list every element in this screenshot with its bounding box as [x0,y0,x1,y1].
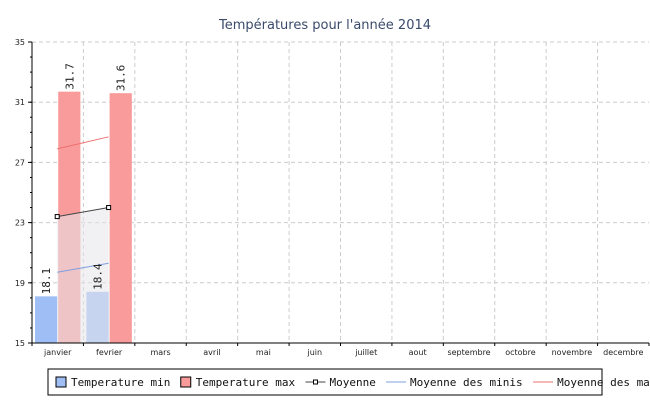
y-axis-labels: 15 19 23 27 31 35 [15,38,25,348]
series-line [57,262,109,273]
series-line [57,207,109,218]
legend-label: Temperature max [196,376,296,389]
y-tick-label: 31 [15,98,25,107]
x-tick-label: mai [256,348,271,357]
average-lines [54,136,112,343]
x-tick-label: septembre [447,348,490,357]
y-tick-label: 27 [15,158,25,167]
x-tick-label: avril [203,348,220,357]
x-tick-label: decembre [603,348,643,357]
data-labels: 18.1 18.4 31.7 31.6 [40,63,128,294]
bar [35,296,58,343]
y-tick-label: 23 [15,219,25,228]
legend-swatch [55,376,67,388]
x-axis-labels: janvier fevrier mars avril mai juin juillet aou… [43,348,643,357]
legend-label: Moyenne [330,376,376,389]
x-tick-label: janvier [43,348,72,357]
x-tick-label: aout [409,348,427,357]
legend-label: Temperature min [71,376,170,389]
series-line [57,136,109,150]
point-marker [106,205,112,211]
y-tick-label: 19 [15,279,25,288]
bar-value-label: 18.4 [92,263,105,290]
x-tick-label: juin [306,348,322,357]
x-tick-label: octobre [505,348,536,357]
x-tick-label: juillet [354,348,377,357]
chart-title: Températures pour l'année 2014 [218,18,431,33]
x-tick-label: novembre [552,348,593,357]
legend-label: Moyenne des maxis [557,376,650,389]
grid [32,41,649,343]
x-tick-label: mars [150,348,170,357]
legend-marker [313,379,318,385]
y-tick-label: 15 [15,339,25,348]
bar-value-label: 18.1 [40,268,53,295]
bar [109,93,132,343]
legend: Temperature min Temperature max Moyenne Moy… [47,368,650,396]
y-tick-label: 35 [15,38,25,47]
bar-value-label: 31.7 [63,63,76,90]
axes [28,41,650,346]
x-tick-label: fevrier [96,348,123,357]
average-area [57,207,109,343]
bar-value-label: 31.6 [115,65,128,91]
point-marker [54,214,60,220]
legend-label: Moyenne des minis [410,376,523,389]
legend-swatch [180,376,192,388]
